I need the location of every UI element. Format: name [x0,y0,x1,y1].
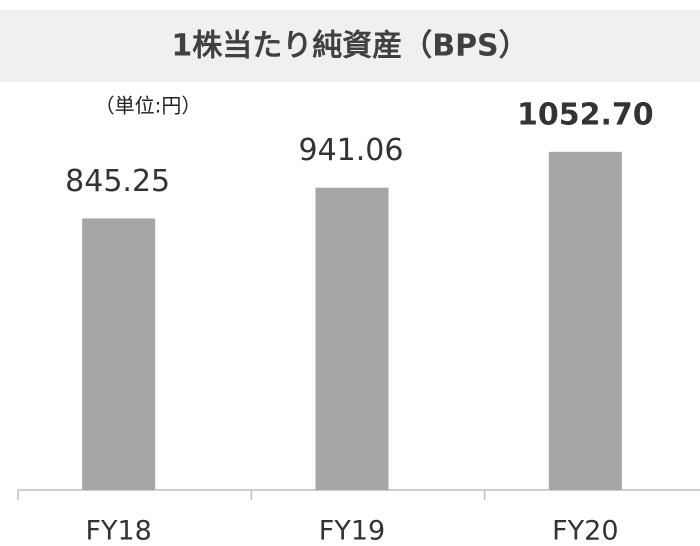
x-tick-label: FY19 [319,516,385,546]
bar [548,151,622,490]
bar [82,218,156,490]
value-label: 941.06 [299,133,404,168]
unit-note: （単位:円） [95,94,202,118]
title-band [0,10,700,82]
value-label: 1052.70 [517,97,654,132]
bar [315,187,389,490]
value-label: 845.25 [65,164,170,199]
chart-title: 1株当たり純資産（BPS） [171,29,528,64]
x-tick-label: FY18 [85,516,151,546]
x-tick-label: FY20 [552,516,618,546]
